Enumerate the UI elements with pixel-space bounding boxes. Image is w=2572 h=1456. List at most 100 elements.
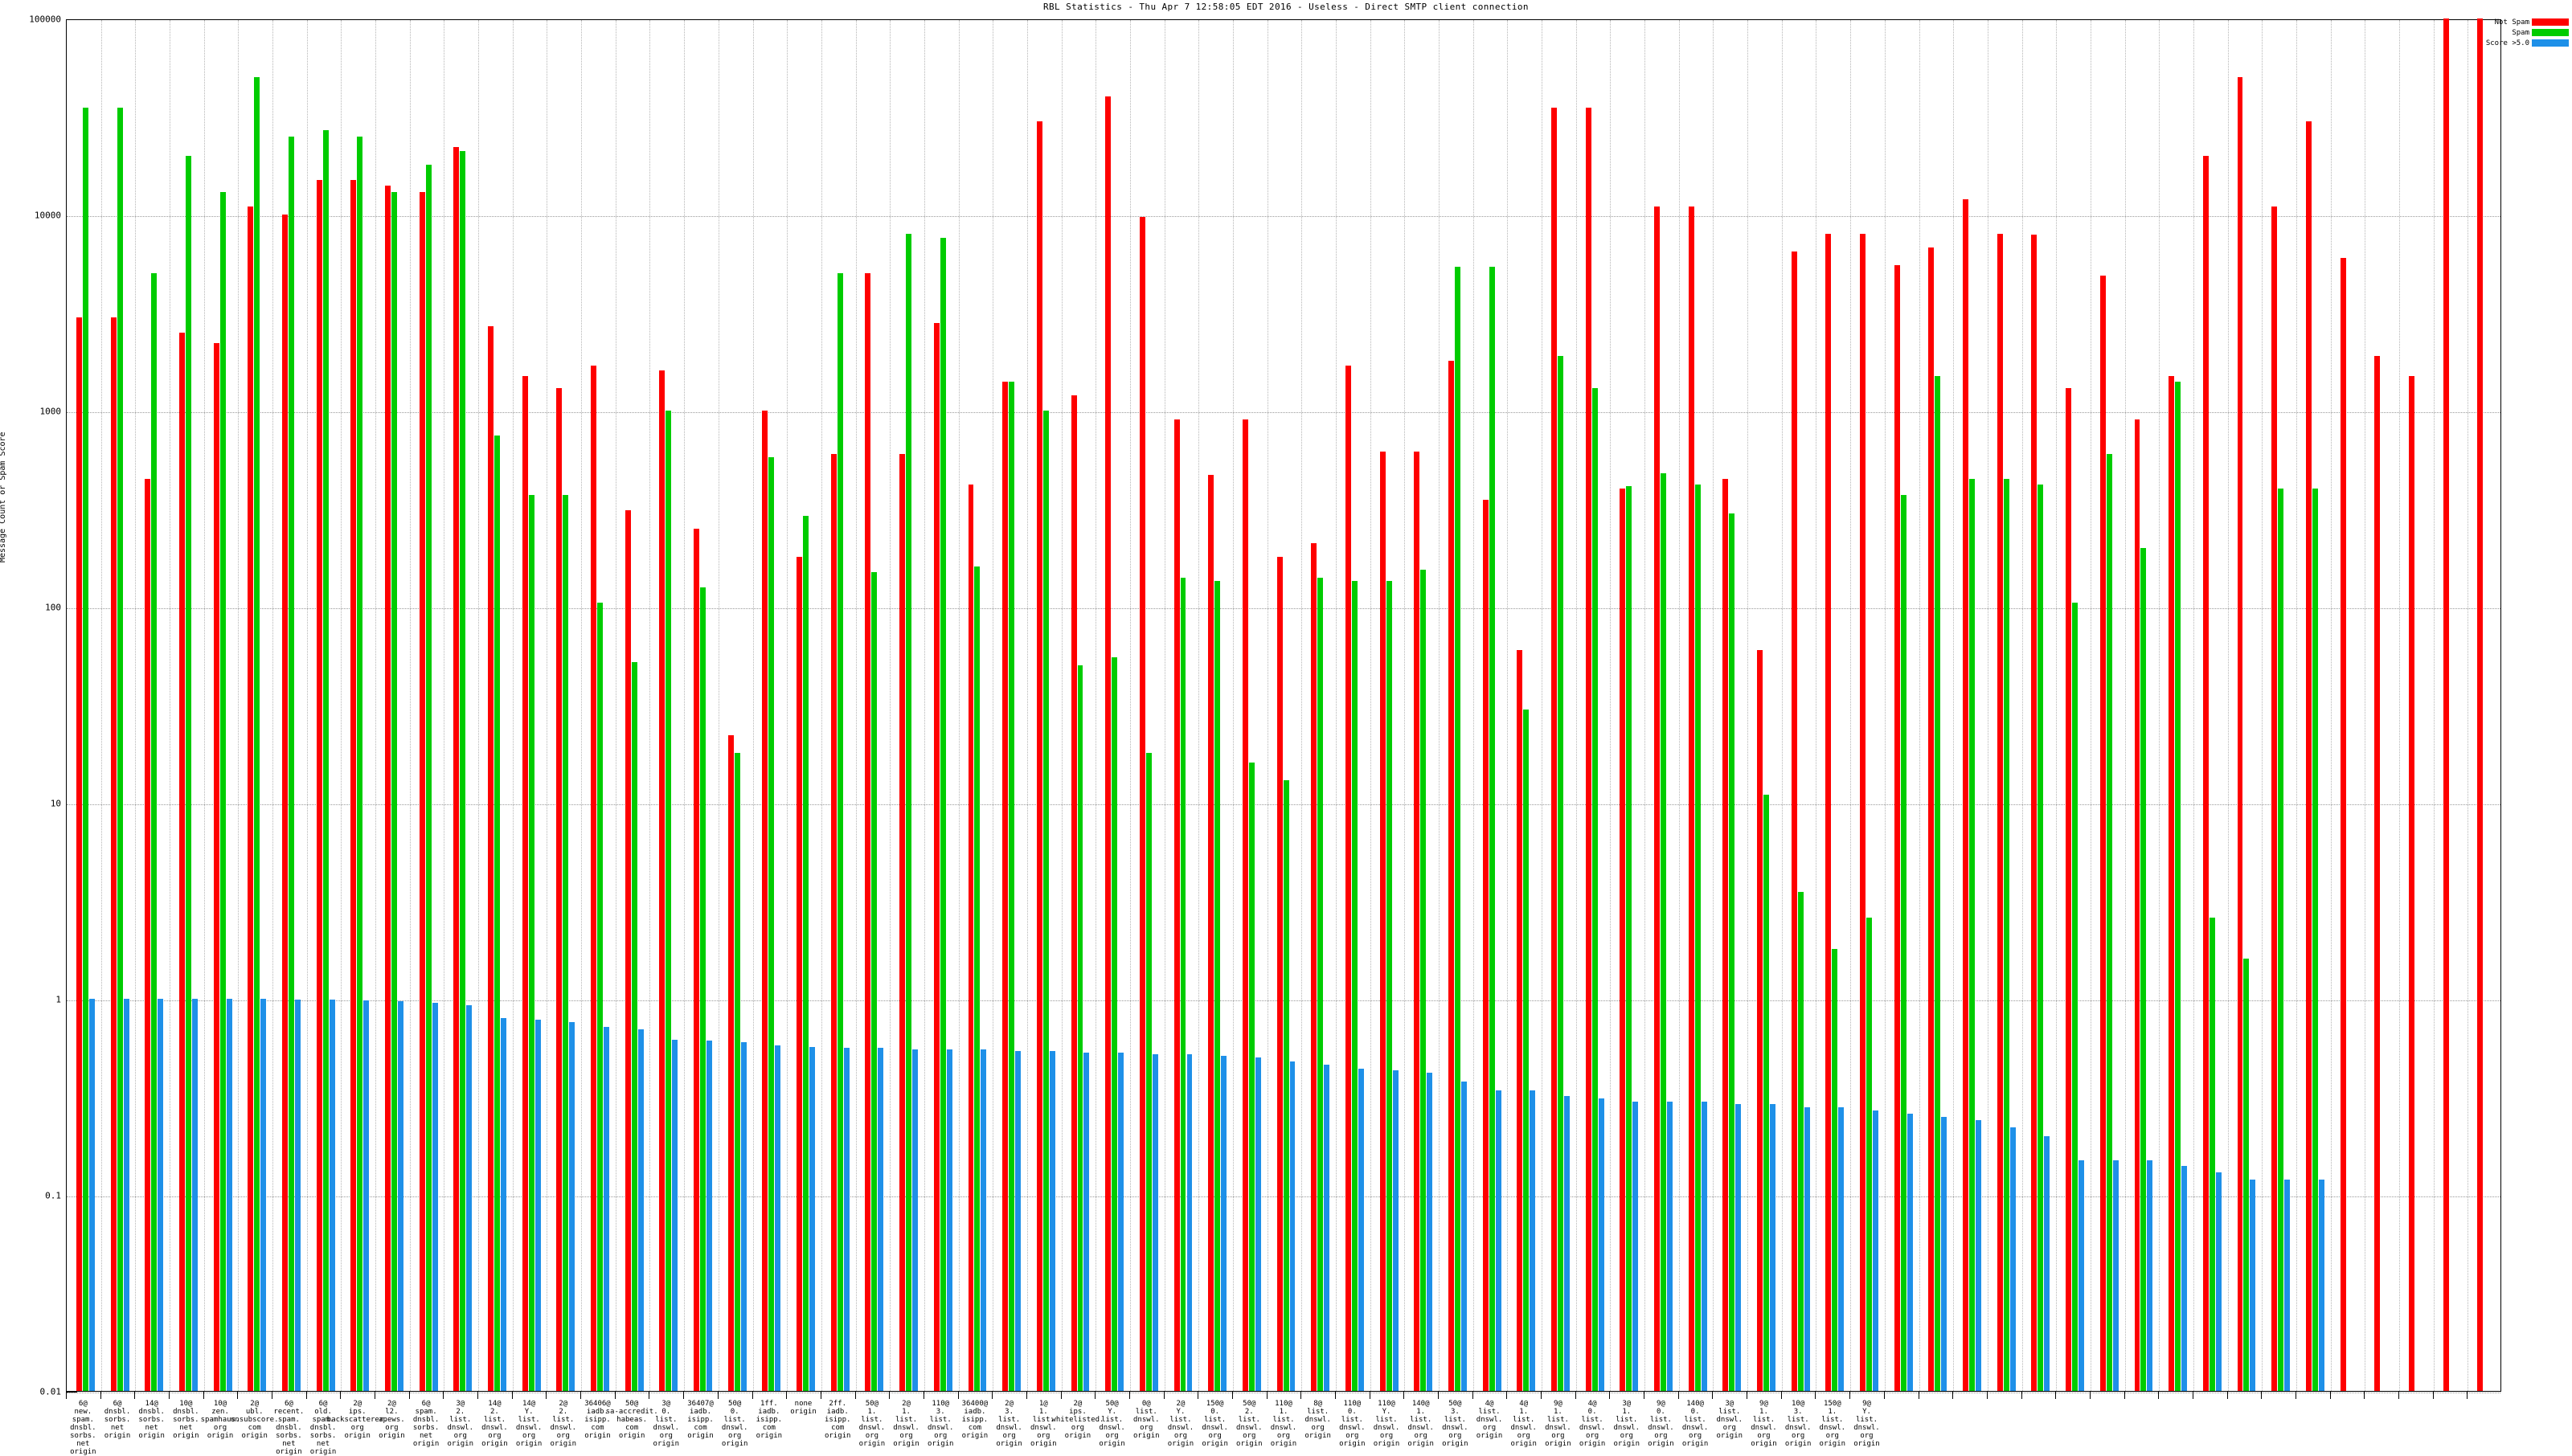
bar-not-spam [1757, 650, 1763, 1391]
bar-group [625, 20, 645, 1391]
bar-not-spam [1002, 382, 1009, 1391]
gridline-vertical [1336, 20, 1337, 1391]
x-tick-label: 110@ 1. list. dnswl. org origin [1270, 1400, 1297, 1448]
bar-score [1186, 1054, 1193, 1391]
bar-score [226, 999, 232, 1391]
bar-not-spam [2477, 18, 2484, 1391]
x-tick-label: 110@ 0. list. dnswl. org origin [1339, 1400, 1366, 1448]
bar-group [1825, 20, 1845, 1391]
bar-spam [2243, 959, 2250, 1391]
x-tick-mark [1026, 1392, 1027, 1399]
bar-score [1906, 1113, 1913, 1391]
bar-not-spam [1105, 96, 1112, 1391]
x-tick-label: 14@ dnsbl. sorbs. net origin [138, 1400, 165, 1440]
bar-not-spam [110, 317, 117, 1391]
bar-group [316, 20, 336, 1391]
x-tick-mark [580, 1392, 582, 1399]
gridline-vertical [341, 20, 342, 1391]
x-tick-label: 9@ Y. list. dnswl. org origin [1853, 1400, 1880, 1448]
bar-group [1928, 20, 1947, 1391]
x-tick-label: 50@ 2. list. dnswl. org origin [1236, 1400, 1263, 1448]
bar-spam [322, 129, 329, 1391]
bar-spam [425, 164, 432, 1391]
bar-not-spam [1585, 108, 1591, 1391]
y-tick-label: 1 [55, 994, 61, 1005]
x-tick-mark [854, 1392, 856, 1399]
gridline-vertical [855, 20, 857, 1391]
y-tick-label: 0.1 [45, 1190, 61, 1201]
bar-group [76, 20, 96, 1391]
bar-score [569, 1022, 575, 1391]
gridline-horizontal [67, 216, 2500, 217]
x-tick-label: 36400@ iadb. isipp. com origin [961, 1400, 989, 1440]
gridline-vertical [1713, 20, 1714, 1391]
bar-spam [1969, 478, 1976, 1391]
x-tick-label: 140@ 0. list. dnswl. org origin [1681, 1400, 1709, 1448]
gridline-vertical [2330, 20, 2332, 1391]
x-tick-mark [1506, 1392, 1508, 1399]
bar-not-spam [2374, 355, 2381, 1391]
x-tick-mark [957, 1392, 959, 1399]
bar-score [1083, 1053, 1090, 1391]
bar-score [946, 1049, 952, 1391]
bar-spam [2312, 489, 2318, 1391]
bar-group [522, 20, 542, 1391]
gridline-vertical [1884, 20, 1886, 1391]
bar-spam [1694, 484, 1701, 1391]
x-tick-mark [100, 1392, 101, 1399]
bar-not-spam [556, 388, 563, 1391]
gridline-vertical [1026, 20, 1028, 1391]
bar-score [534, 1020, 541, 1391]
bar-spam [906, 233, 912, 1391]
x-tick-mark [1712, 1392, 1714, 1399]
x-tick-label: 1@ 1. list. dnswl. org origin [1030, 1400, 1057, 1448]
chart-title: RBL Statistics - Thu Apr 7 12:58:05 EDT … [1043, 2, 1529, 12]
bar-not-spam [488, 325, 494, 1391]
gridline-vertical [890, 20, 891, 1391]
x-tick-label: 2ff. iadb. isipp. com origin [824, 1400, 851, 1440]
x-tick-mark [614, 1392, 616, 1399]
bar-not-spam [1722, 478, 1729, 1391]
gridline-vertical [1507, 20, 1509, 1391]
x-tick-label: 14@ 2. list. dnswl. org origin [481, 1400, 508, 1448]
bar-group [1791, 20, 1811, 1391]
x-tick-label: 2@ 3. list. dnswl. org origin [996, 1400, 1022, 1448]
bar-not-spam [933, 322, 940, 1391]
bar-not-spam [1517, 650, 1523, 1391]
bar-not-spam [1139, 217, 1145, 1391]
bar-score [1049, 1051, 1055, 1391]
bar-not-spam [145, 478, 151, 1391]
x-tick-mark [511, 1392, 513, 1399]
bar-spam [666, 411, 672, 1391]
bar-not-spam [1208, 475, 1214, 1391]
bar-score [1976, 1120, 1981, 1391]
bar-spam [1557, 355, 1563, 1391]
bar-spam [219, 192, 226, 1391]
bar-not-spam [1379, 451, 1386, 1391]
bar-spam [82, 108, 88, 1391]
y-tick-label: 0.01 [39, 1386, 62, 1397]
x-tick-label: 10@ zen. spamhaus. org origin [200, 1400, 240, 1440]
bar-group [797, 20, 816, 1391]
bar-not-spam [1825, 233, 1832, 1391]
x-tick-mark [477, 1392, 479, 1399]
bar-not-spam [248, 206, 254, 1391]
gridline-vertical [512, 20, 514, 1391]
x-tick-label: 110@ 3. list. dnswl. org origin [927, 1400, 954, 1448]
x-tick-label: 6@ dnsbl. sorbs. net origin [104, 1400, 131, 1440]
bar-score [981, 1049, 987, 1391]
x-tick-label: 0@ list. dnswl. org origin [1133, 1400, 1160, 1440]
bar-group [1002, 20, 1022, 1391]
x-tick-mark [1438, 1392, 1440, 1399]
bar-group [694, 20, 713, 1391]
gridline-vertical [1061, 20, 1063, 1391]
x-tick-label: 4@ list. dnswl. org origin [1476, 1400, 1503, 1440]
x-tick-label: 3@ 1. list. dnswl. org origin [1613, 1400, 1640, 1448]
x-tick-label: 1ff. iadb. isipp. com origin [756, 1400, 783, 1440]
bar-not-spam [316, 180, 322, 1391]
gridline-vertical [1953, 20, 1955, 1391]
x-tick-mark [683, 1392, 685, 1399]
bar-not-spam [2443, 18, 2449, 1391]
x-tick-mark [134, 1392, 136, 1399]
bar-not-spam [1791, 251, 1797, 1391]
